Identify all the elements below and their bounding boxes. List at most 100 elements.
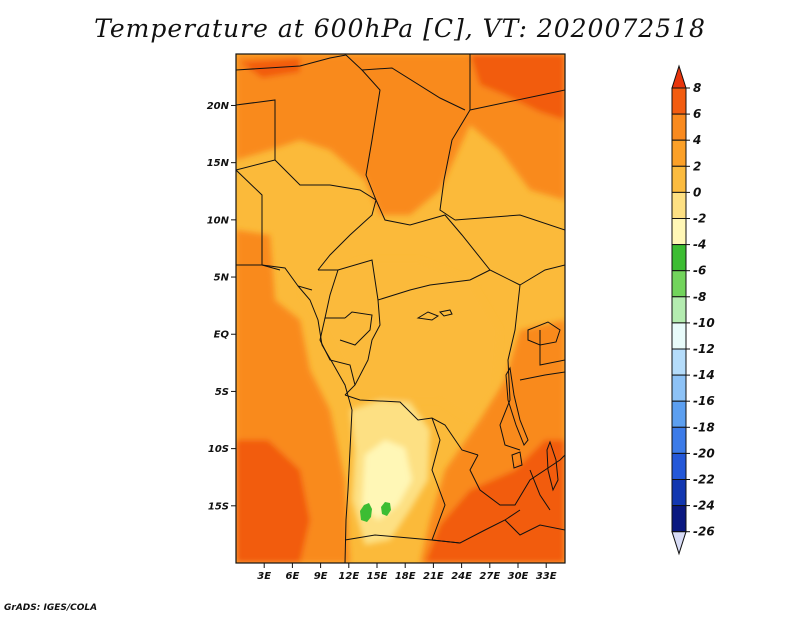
border-nigeria-coast xyxy=(236,264,313,291)
border-drc-angola xyxy=(344,394,479,456)
colorbar-top-triangle xyxy=(671,64,687,89)
colorbar-bottom-triangle xyxy=(671,531,687,556)
plot-frame xyxy=(235,53,566,564)
colorbar-box xyxy=(671,400,687,428)
colorbar-label: 2 xyxy=(693,159,701,173)
field-region-north-warm xyxy=(236,54,565,215)
latitude-axis: 20N 15N 10N 5N EQ 5S 10S 15S xyxy=(207,101,236,512)
credit-text: GrADS: IGES/COLA xyxy=(4,603,98,613)
colorbar-label: -8 xyxy=(693,290,706,304)
colorbar-box xyxy=(671,452,687,480)
border-zimbabwe xyxy=(504,519,565,536)
lat-tick-label: EQ xyxy=(214,330,230,341)
colorbar-label: 8 xyxy=(693,81,701,95)
colorbar-box xyxy=(671,322,687,350)
field-region-sw-hot xyxy=(236,440,310,563)
border-gabon xyxy=(319,317,356,386)
lat-tick-label: 15N xyxy=(207,158,230,169)
country-borders xyxy=(236,54,565,563)
border-niger-nigeria xyxy=(236,99,276,171)
colorbar-label: -10 xyxy=(693,316,715,330)
colorbar: 8 6 4 2 0 -2 -4 -6 -8 -10 -12 -14 -16 -18 -20 -22 -24 -26 xyxy=(671,64,715,556)
colorbar-box xyxy=(671,191,687,219)
colorbar-label: -16 xyxy=(693,394,715,408)
lat-tick-label: 15S xyxy=(208,501,229,512)
colorbar-box xyxy=(671,348,687,376)
lon-tick-label: 12E xyxy=(338,571,359,582)
border-chad-sudan xyxy=(439,109,471,221)
lon-tick-label: 3E xyxy=(257,571,271,582)
colorbar-label: -24 xyxy=(693,499,715,513)
lake-tanganyika xyxy=(505,366,529,446)
lon-tick-label: 30E xyxy=(508,571,529,582)
colorbar-box xyxy=(671,374,687,402)
colorbar-label: -22 xyxy=(693,473,715,487)
border-niger-chad xyxy=(345,54,466,111)
colorbar-label: -12 xyxy=(693,342,715,356)
colorbar-label: -2 xyxy=(693,212,706,226)
colorbar-label: -4 xyxy=(693,238,706,252)
lon-tick-label: 21E xyxy=(423,571,444,582)
lat-tick-label: 5N xyxy=(214,273,230,284)
border-malawi xyxy=(529,469,551,511)
lake-mweru xyxy=(511,451,523,469)
lon-tick-label: 9E xyxy=(314,571,328,582)
colorbar-label: -14 xyxy=(693,368,715,382)
colorbar-label: -18 xyxy=(693,420,715,434)
lon-tick-label: 27E xyxy=(479,571,500,582)
colorbar-box xyxy=(671,270,687,298)
border-mozambique xyxy=(544,454,565,471)
colorbar-box xyxy=(671,426,687,454)
lake-victoria xyxy=(527,321,561,346)
colorbar-box xyxy=(671,165,687,193)
colorbar-box xyxy=(671,139,687,167)
lake-congo-a xyxy=(416,311,440,321)
lake-malawi xyxy=(546,440,559,492)
colorbar-box xyxy=(671,479,687,507)
lon-tick-label: 15E xyxy=(367,571,388,582)
colorbar-label: 6 xyxy=(693,107,701,121)
border-nigeria-west xyxy=(236,169,281,271)
field-region-north-hot xyxy=(470,54,565,120)
longitude-axis: 3E 6E 9E 12E 15E 18E 21E 24E 27E 30E 33E xyxy=(257,563,557,582)
map-title: Temperature at 600hPa [C], VT: 202007251… xyxy=(94,14,706,43)
lon-tick-label: 33E xyxy=(536,571,557,582)
colorbar-label: 0 xyxy=(693,185,701,199)
border-zambia-south xyxy=(431,509,521,544)
colorbar-label: -6 xyxy=(693,264,706,278)
colorbar-label: 4 xyxy=(692,133,701,147)
lake-congo-b xyxy=(438,309,453,317)
lat-tick-label: 5S xyxy=(215,387,229,398)
colorbar-box xyxy=(671,113,687,141)
colorbar-box xyxy=(671,87,687,115)
field-region-center-mild xyxy=(300,260,500,420)
lat-tick-label: 10N xyxy=(207,215,230,226)
border-car-south xyxy=(318,259,491,301)
colorbar-box xyxy=(671,218,687,246)
border-uganda-kenya xyxy=(539,330,565,366)
border-libya-chad xyxy=(236,54,347,71)
lon-tick-label: 24E xyxy=(451,571,472,582)
border-chad-lake xyxy=(361,69,381,201)
border-drc-east xyxy=(499,284,521,451)
temperature-field xyxy=(236,54,565,563)
border-cameroon-south xyxy=(324,269,345,319)
border-congo-drc xyxy=(344,299,381,396)
lat-tick-label: 20N xyxy=(207,101,230,112)
lon-tick-label: 18E xyxy=(395,571,416,582)
field-region-cold-spot-west xyxy=(360,503,372,522)
border-gabon-congo xyxy=(339,311,373,346)
border-tanzania-north xyxy=(519,371,565,381)
border-zambia-east xyxy=(469,454,546,506)
border-sudan-south xyxy=(454,214,565,231)
colorbar-label: -20 xyxy=(693,446,715,460)
border-angola-zambia xyxy=(431,417,446,541)
field-region-plateau-cold xyxy=(362,440,412,520)
field-region-cold-spot-east xyxy=(381,502,391,516)
border-ssudan-east xyxy=(519,264,565,286)
coastline-west xyxy=(297,285,353,563)
lat-tick-label: 10S xyxy=(208,444,229,455)
colorbar-box xyxy=(671,244,687,272)
colorbar-box xyxy=(671,296,687,324)
